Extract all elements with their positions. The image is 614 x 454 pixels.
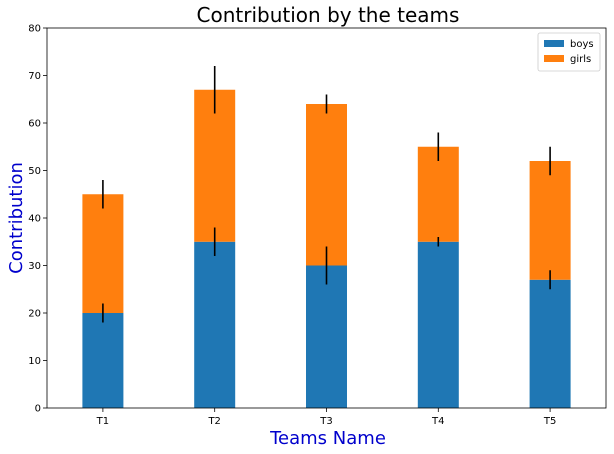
plot-area: 0 10 20 30 40 50 60 70 80 T1 T2 T3 T4 T5 — [28, 24, 607, 427]
y-tick-label: 10 — [28, 356, 41, 367]
y-tick-label: 70 — [28, 71, 41, 82]
x-tick-label: T3 — [319, 416, 332, 427]
bar-boys-T2 — [194, 241, 236, 408]
x-tick-label: T1 — [96, 416, 109, 427]
x-tick-label: T4 — [431, 416, 444, 427]
y-tick-label: 80 — [28, 24, 41, 35]
y-tick-label: 50 — [28, 166, 41, 177]
y-tick-label: 40 — [28, 214, 41, 225]
y-axis-label: Contribution — [6, 162, 27, 274]
x-tick-label: T2 — [207, 416, 220, 427]
chart-title: Contribution by the teams — [197, 3, 460, 27]
bar-boys-T3 — [306, 265, 347, 408]
y-tick-label: 30 — [28, 261, 41, 272]
bar-boys-T5 — [529, 279, 571, 408]
legend-swatch-boys — [544, 40, 564, 47]
y-tick-label: 0 — [35, 404, 41, 415]
bar-girls-T3 — [306, 104, 347, 266]
x-axis-label: Teams Name — [269, 428, 386, 449]
x-tick-label: T5 — [543, 416, 556, 427]
legend-label-boys: boys — [570, 39, 594, 50]
legend-label-girls: girls — [570, 54, 591, 65]
bar-girls-T2 — [194, 89, 236, 242]
bar-boys-T4 — [417, 241, 459, 408]
bar-girls-T5 — [529, 161, 571, 280]
bar-boys-T1 — [82, 313, 124, 408]
bar-girls-T4 — [417, 146, 459, 242]
y-tick-label: 20 — [28, 309, 41, 320]
legend: boys girls — [537, 32, 601, 72]
bar-girls-T1 — [82, 194, 124, 313]
y-tick-label: 60 — [28, 119, 41, 130]
legend-swatch-girls — [544, 55, 564, 62]
